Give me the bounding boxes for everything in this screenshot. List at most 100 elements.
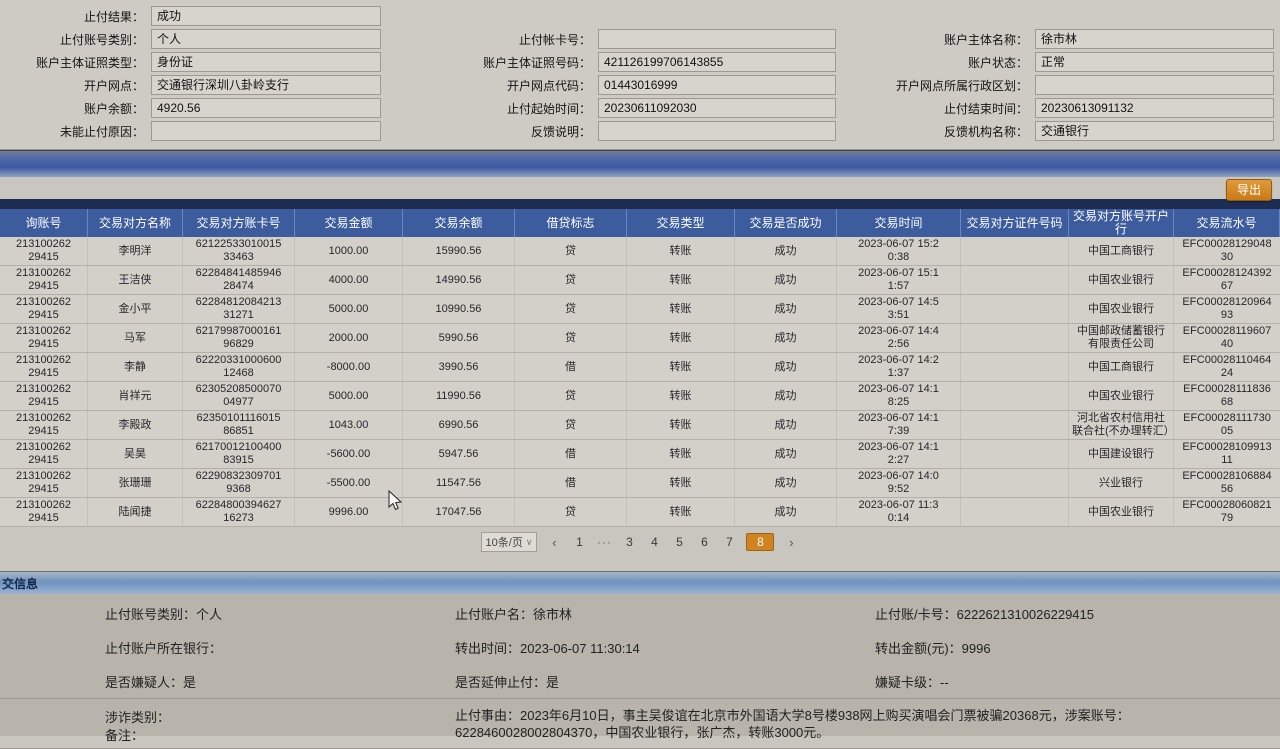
table-row: 213100262 29415 张珊珊 62290832309701 9368 -55… [0,469,1280,498]
account-status-value: 正常 [1035,52,1274,72]
subject-name-value: 徐市林 [1035,29,1274,49]
cell-serial: EFC00028060821 79 [1182,499,1272,524]
column-header-cert: 交易对方证件号码 [961,209,1069,237]
cell-acct: 213100262 29415 [0,324,88,352]
cell-bank: 中国工商银行 [1069,353,1174,381]
column-header-bank: 交易对方账号开户行 [1069,209,1174,237]
page-button-8-active[interactable]: 8 [746,533,775,551]
cell-time: 2023-06-07 14:1 7:39 [837,411,961,439]
cell-time: 2023-06-07 14:1 8:25 [837,382,961,410]
cert-type-label: 账户主体证照类型： [35,55,144,70]
table-toolbar: 导出 [0,177,1280,201]
cell-bank: 中国建设银行 [1069,440,1174,468]
column-header-time: 交易时间 [837,209,961,237]
column-header-success: 交易是否成功 [735,209,837,237]
cell-cert [961,411,1069,439]
next-page-button[interactable]: › [789,534,794,550]
cell-bank: 中国邮政储蓄银行有限责任公司 [1069,324,1174,352]
extended-stop-value: 是 [546,675,560,690]
cell-balance: 10990.56 [403,295,515,323]
prev-page-button[interactable]: ‹ [552,534,557,550]
cell-flag: 借 [515,353,627,381]
cell-acct: 213100262 29415 [0,353,88,381]
table-row: 213100262 29415 金小平 62284812084213 31271 50… [0,295,1280,324]
cell-card: 62284812084213 31271 [183,295,295,323]
page-button-7[interactable]: 7 [726,535,733,549]
cell-cert [961,382,1069,410]
cell-flag: 贷 [515,295,627,323]
cell-card: 62179987000161 96829 [183,324,295,352]
page-button-1[interactable]: 1 [576,535,583,549]
column-header-card: 交易对方账卡号 [183,209,295,237]
page-button-3[interactable]: 3 [626,535,633,549]
cell-success: 成功 [735,440,837,468]
cell-balance: 11547.56 [403,469,515,497]
cell-balance: 14990.56 [403,266,515,294]
cell-type: 转账 [627,382,735,410]
transfer-time-label: 转出时间： [455,641,521,656]
transfer-amount-value: 9996 [961,641,991,656]
column-header-amount: 交易金额 [295,209,403,237]
detail-row-2: 止付账户所在银行： 转出时间：2023-06-07 11:30:14 转出金额(… [0,630,1280,664]
page-button-4[interactable]: 4 [651,535,658,549]
cell-amount: -8000.00 [295,353,403,381]
column-header-balance: 交易余额 [403,209,515,237]
cell-card: 62284841485946 28474 [183,266,295,294]
suspect-card-level-field: 嫌疑卡级：-- [875,672,1280,691]
branch-value: 交通银行深圳八卦岭支行 [151,75,381,95]
stop-result-label: 止付结果： [83,9,144,24]
stop-card-number-field: 止付账/卡号：6222621310026229415 [875,604,1280,623]
branch-region-value [1035,75,1274,95]
cell-bank: 兴业银行 [1069,469,1174,497]
is-suspect-field: 是否嫌疑人：是 [0,672,455,691]
cell-name: 吴昊 [88,440,183,468]
cell-serial: EFC00028111730 05 [1183,412,1271,437]
balance-value: 4920.56 [151,98,381,118]
cell-acct: 213100262 29415 [0,382,88,410]
page-ellipsis[interactable]: ··· [596,535,612,549]
page-button-5[interactable]: 5 [676,535,683,549]
account-type-label: 止付账号类别： [59,32,144,47]
feedback-org-value: 交通银行 [1035,121,1274,141]
cell-serial: EFC00028119607 40 [1182,325,1272,350]
cell-acct: 213100262 29415 [0,295,88,323]
cell-amount: 9996.00 [295,498,403,526]
stop-payment-result-form: 止付结果： 成功 止付账号类别： 个人 止付帐卡号： 账户主体名称： 徐市林 账… [0,0,1280,150]
detail-row-4: 涉诈类别： 止付事由：2023年6月10日，事主吴俊谊在北京市外国语大学8号楼9… [0,699,1280,749]
pagination: 10条/页 ∨ ‹ 1 ··· 3 4 5 6 7 8 › [0,527,1280,557]
transfer-amount-field: 转出金额(元)：9996 [875,638,1280,657]
stop-card-no-label: 止付帐卡号： [518,32,591,47]
cell-type: 转账 [627,498,735,526]
page-size-select[interactable]: 10条/页 ∨ [480,532,538,552]
cell-cert [961,469,1069,497]
stop-account-bank-label: 止付账户所在银行： [105,641,223,656]
balance-label: 账户余额： [83,101,144,116]
cell-success: 成功 [735,411,837,439]
table-top-border [0,199,1280,209]
column-header-serial: 交易流水号 [1174,209,1280,237]
cell-success: 成功 [735,295,837,323]
cell-amount: 2000.00 [295,324,403,352]
page-button-6[interactable]: 6 [701,535,708,549]
cell-cert [961,353,1069,381]
extended-stop-field: 是否延伸止付：是 [455,672,875,691]
cell-type: 转账 [627,440,735,468]
cell-name: 张珊珊 [88,469,183,497]
stop-account-bank-field: 止付账户所在银行： [0,638,455,657]
table-row: 213100262 29415 陆闻捷 62284800394627 16273 99… [0,498,1280,527]
cell-flag: 贷 [515,498,627,526]
start-time-value: 20230611092030 [598,98,836,118]
cell-type: 转账 [627,295,735,323]
cell-time: 2023-06-07 14:1 2:27 [837,440,961,468]
cell-flag: 贷 [515,324,627,352]
stop-account-name-field: 止付账户名：徐市林 [455,604,875,623]
cell-card: 62290832309701 9368 [183,469,295,497]
stop-card-no-value [598,29,836,49]
cell-serial: EFC00028120964 93 [1182,296,1272,321]
export-button[interactable]: 导出 [1225,179,1272,201]
cell-balance: 5990.56 [403,324,515,352]
cell-success: 成功 [735,498,837,526]
is-suspect-label: 是否嫌疑人： [105,675,184,690]
cell-amount: 1000.00 [295,237,403,265]
branch-label: 开户网点： [83,78,144,93]
